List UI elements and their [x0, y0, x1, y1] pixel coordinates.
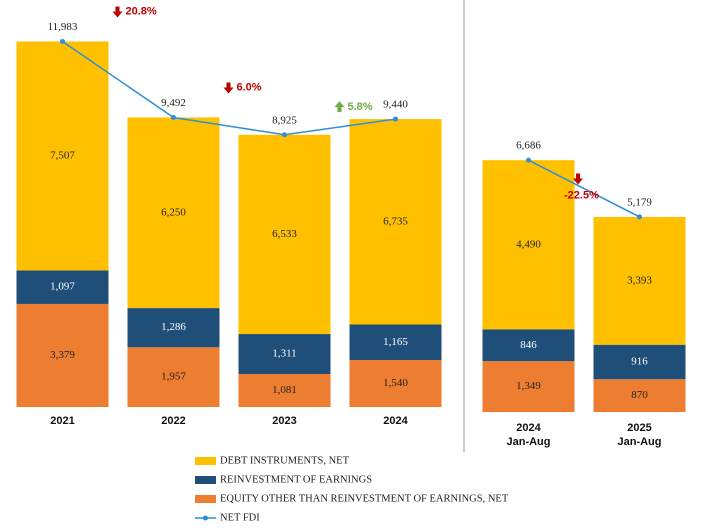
- line-point: [60, 39, 65, 45]
- line: [62, 40, 396, 136]
- data-label: 1,165: [383, 336, 408, 348]
- x-tick-label: 2022: [161, 415, 185, 427]
- data-label: 1,957: [161, 371, 186, 383]
- legend-swatch: [203, 515, 208, 521]
- data-label: 3,393: [627, 274, 652, 286]
- data-label: 916: [631, 356, 648, 368]
- legend-swatch: [195, 476, 216, 484]
- line-point: [282, 132, 287, 138]
- data-label: 8,925: [272, 114, 297, 126]
- bar-segment: [127, 347, 220, 407]
- line: [528, 159, 640, 218]
- data-label: 1,349: [516, 380, 541, 392]
- legend-label: REINVESTMENT OF EARNINGS: [220, 474, 372, 485]
- bar-segment: [482, 160, 575, 330]
- bar-segment: [16, 41, 109, 271]
- change-arrow: [334, 101, 345, 113]
- legend-label: NET FDI: [220, 512, 260, 523]
- data-label: 846: [520, 339, 537, 351]
- line-point: [393, 116, 398, 122]
- legend-label: DEBT INSTRUMENTS, NET: [220, 455, 350, 466]
- data-label: 9,440: [383, 99, 408, 111]
- data-label: 11,983: [48, 21, 78, 33]
- bar-segment: [482, 361, 575, 412]
- legend-label: EQUITY OTHER THAN REINVESTMENT OF EARNIN…: [220, 493, 509, 504]
- data-label: 5,179: [627, 196, 652, 208]
- x-tick-label: 2024: [516, 422, 541, 434]
- x-tick-label: 2021: [50, 415, 74, 427]
- bar-segment: [127, 308, 220, 348]
- data-label: 1,286: [161, 321, 186, 333]
- legend-swatch: [195, 495, 216, 503]
- x-tick-label: 2024: [383, 415, 408, 427]
- data-label: 1,097: [50, 281, 75, 293]
- line-point: [171, 114, 176, 120]
- bar-segment: [127, 117, 220, 309]
- data-label: 6,735: [383, 215, 408, 227]
- line-point: [637, 214, 642, 220]
- data-label: 1,081: [272, 384, 297, 396]
- data-label: 9,492: [161, 97, 186, 109]
- x-tick-label: 2023: [272, 415, 296, 427]
- data-label: 6,533: [272, 228, 297, 240]
- bar-segment: [349, 360, 442, 407]
- bar-segment: [238, 134, 331, 335]
- change-label: 6.0%: [237, 81, 262, 93]
- x-tick-label: Jan-Aug: [507, 436, 551, 448]
- bar-segment: [349, 324, 442, 361]
- line-point: [526, 157, 531, 163]
- legend-swatch: [195, 457, 216, 465]
- change-label: -22.5%: [564, 189, 599, 201]
- data-label: 1,540: [383, 377, 408, 389]
- data-label: 7,507: [50, 150, 75, 162]
- data-label: 1,311: [272, 348, 296, 360]
- bar-segment: [16, 303, 109, 407]
- bar-segment: [482, 329, 575, 362]
- change-arrow: [112, 6, 123, 18]
- data-label: 870: [631, 389, 648, 401]
- bar-segment: [238, 334, 331, 375]
- bar-segment: [16, 270, 109, 304]
- bar-segment: [593, 344, 686, 380]
- change-label: 20.8%: [126, 5, 157, 17]
- change-arrow: [573, 173, 583, 185]
- bar-segment: [593, 379, 686, 412]
- bar-segment: [238, 374, 331, 407]
- x-tick-label: Jan-Aug: [618, 436, 662, 448]
- change-arrow: [223, 82, 234, 94]
- bar-segment: [349, 119, 442, 325]
- bar-segment: [593, 216, 686, 345]
- data-label: 6,686: [516, 140, 541, 152]
- data-label: 3,379: [50, 349, 75, 361]
- data-label: 4,490: [516, 238, 541, 250]
- data-label: 6,250: [161, 206, 186, 218]
- x-tick-label: 2025: [627, 422, 651, 434]
- change-label: 5.8%: [348, 101, 373, 113]
